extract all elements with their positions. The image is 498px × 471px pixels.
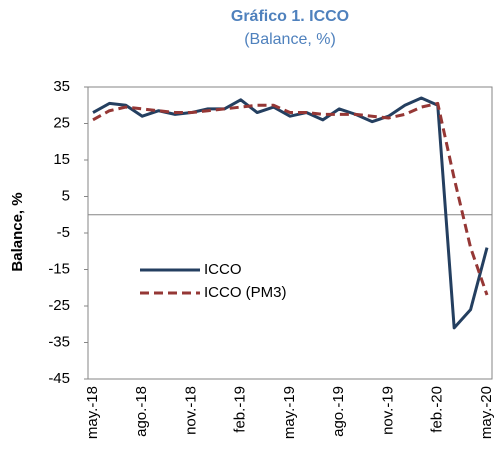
y-tick-label: -45 (48, 370, 70, 387)
chart-subtitle: (Balance, %) (244, 31, 336, 48)
legend-label: ICCO (204, 261, 242, 278)
x-tick-label: nov.-19 (379, 386, 396, 435)
plot-area (87, 86, 493, 380)
y-tick-label: -5 (57, 224, 70, 241)
x-tick-label: feb.-19 (232, 386, 249, 433)
chart-title: Gráfico 1. ICCO (231, 8, 349, 25)
x-tick-label: nov.-18 (182, 386, 199, 435)
x-tick-label: ago.-18 (133, 386, 150, 437)
x-tick-label: ago.-19 (330, 386, 347, 437)
line-series (92, 96, 489, 330)
y-axis-label: Balance, % (9, 192, 26, 271)
x-tick-label: may.-20 (478, 386, 495, 439)
y-tick-label: 15 (53, 151, 70, 168)
line-series (92, 101, 489, 296)
y-tick-label: 25 (53, 114, 70, 131)
legend-label: ICCO (PM3) (204, 284, 287, 301)
x-tick-label: may.-18 (84, 386, 101, 439)
x-tick-label: may.-19 (281, 386, 298, 439)
x-tick-label: feb.-20 (429, 386, 446, 433)
y-tick-label: 35 (53, 78, 70, 95)
y-tick-label: -25 (48, 297, 70, 314)
y-tick-label: 5 (62, 187, 70, 204)
y-tick-label: -15 (48, 260, 70, 277)
y-tick-label: -35 (48, 333, 70, 350)
